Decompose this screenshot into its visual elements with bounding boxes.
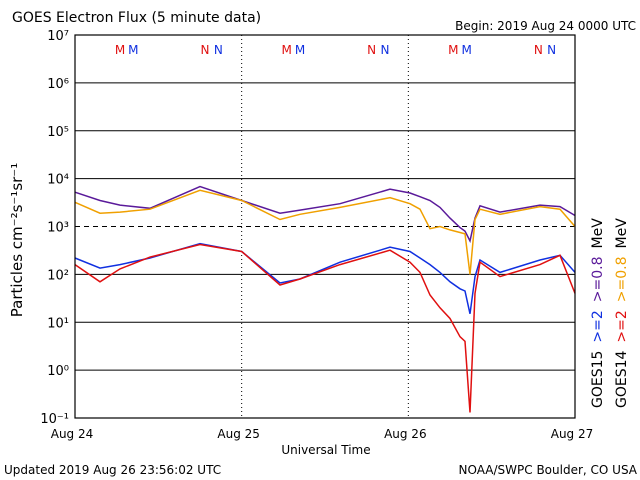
footer-left: Updated 2019 Aug 26 23:56:02 UTC [4,463,221,477]
y-tick-label: 10⁵ [47,125,69,140]
y-tick-label: 10⁻¹ [40,412,69,427]
y-tick-label: 10⁷ [47,29,69,44]
day-marker: M [461,43,471,57]
y-tick-label: 10⁴ [47,173,69,188]
legend-entry: GOES14 >=2 >=0.8 MeV [614,218,630,408]
plot-frame [74,34,576,419]
x-tick-label: Aug 25 [217,427,260,441]
day-marker: N [214,43,223,57]
day-marker: M [128,43,138,57]
legend-satellite: GOES15 [590,351,606,408]
day-marker: N [381,43,390,57]
begin-label: Begin: 2019 Aug 24 0000 UTC [455,19,636,33]
series-line [74,242,576,314]
legend-satellite: GOES14 [614,350,630,408]
y-tick-label: 10² [47,268,69,283]
y-tick-label: 10¹ [47,316,69,331]
legend-unit: MeV [614,218,630,249]
x-axis-label: Universal Time [281,443,370,457]
x-tick-label: Aug 27 [551,427,594,441]
y-tick-label: 10⁶ [47,77,69,92]
day-marker: N [201,43,210,57]
legend-unit: MeV [590,218,606,249]
day-marker: N [547,43,556,57]
y-tick-label: 10⁰ [47,364,69,379]
legend-series: >=0.8 [590,256,606,302]
day-marker: N [367,43,376,57]
series-line [74,185,576,244]
footer-right: NOAA/SWPC Boulder, CO USA [459,463,638,477]
day-marker: M [115,43,125,57]
series-line [74,243,576,413]
day-marker: M [281,43,291,57]
legend-series: >=0.8 [614,256,630,302]
day-marker: M [448,43,458,57]
series-line [74,189,576,275]
legend-series: >=2 [614,310,630,342]
legend-series: >=2 [590,310,606,342]
day-marker: N [534,43,543,57]
day-marker: M [295,43,305,57]
chart-title: GOES Electron Flux (5 minute data) [12,10,261,26]
y-tick-label: 10³ [47,221,69,236]
y-axis-label: Particles cm⁻²s⁻¹sr⁻¹ [8,163,26,317]
legend-entry: GOES15 >=2 >=0.8 MeV [590,218,606,408]
x-tick-label: Aug 26 [384,427,427,441]
x-tick-label: Aug 24 [51,427,94,441]
